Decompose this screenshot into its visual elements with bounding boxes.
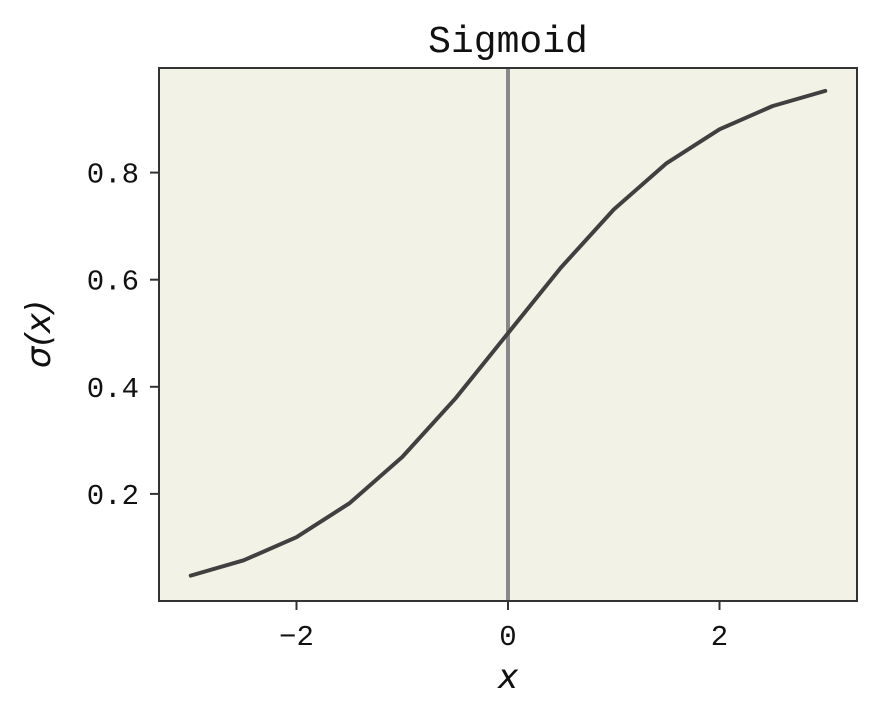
sigmoid-data-point: [824, 89, 827, 93]
x-axis-label: x: [497, 657, 519, 697]
chart-title: Sigmoid: [428, 21, 588, 64]
sigmoid-data-point: [453, 397, 457, 401]
y-axis-label: σ(x): [19, 300, 59, 368]
sigmoid-data-point: [401, 455, 404, 459]
x-tick-label: 2: [711, 621, 728, 654]
x-tick-label: 0: [499, 621, 516, 654]
sigmoid-data-point: [771, 104, 774, 108]
y-tick-label: 0.2: [87, 480, 139, 513]
sigmoid-data-point: [295, 535, 298, 539]
y-tick-label: 0.8: [87, 159, 139, 192]
sigmoid-data-point: [348, 502, 351, 505]
sigmoid-data-point: [189, 574, 192, 577]
y-tick-label: 0.4: [87, 373, 139, 406]
sigmoid-data-point: [506, 332, 510, 335]
x-tick-label: −2: [279, 621, 314, 654]
sigmoid-data-point: [242, 559, 245, 562]
x-axis-ticks: −2 0 2: [279, 601, 728, 654]
y-tick-label: 0.6: [87, 266, 139, 299]
sigmoid-data-point: [665, 161, 668, 165]
y-axis-ticks: 0.2 0.4 0.6 0.8: [87, 159, 159, 513]
sigmoid-data-point: [612, 208, 615, 211]
sigmoid-data-point: [718, 128, 721, 131]
plot-layer: [188, 68, 828, 601]
sigmoid-data-point: [559, 266, 563, 269]
